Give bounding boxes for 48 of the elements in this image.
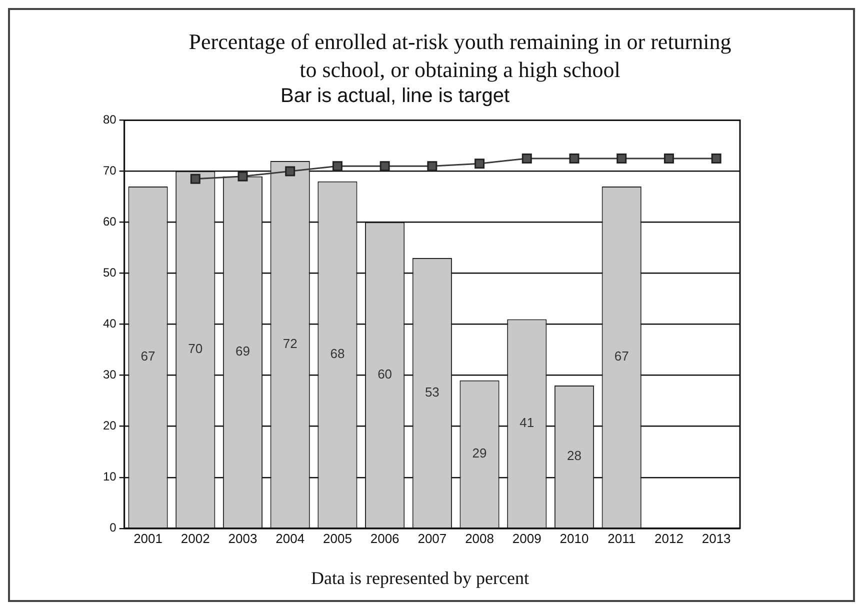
x-tick-label: 2011	[608, 530, 636, 546]
data-label: 69	[236, 344, 250, 359]
data-label: 70	[188, 341, 203, 356]
y-tick-label: 0	[110, 520, 117, 535]
y-tick-label: 80	[102, 112, 117, 127]
data-label: 28	[567, 448, 582, 464]
x-tick-label: 2010	[560, 530, 589, 546]
point	[332, 161, 342, 172]
y-tick-label: 60	[102, 214, 117, 229]
x-tick-label: 2002	[180, 530, 210, 546]
point	[238, 171, 248, 182]
data-label: 41	[520, 415, 534, 430]
point	[711, 153, 722, 164]
y-tick-label: 40	[102, 316, 117, 331]
x-tick-label: 2013	[702, 530, 731, 546]
text: Data is represented by percent	[310, 568, 530, 589]
x-tick-label: 2006	[370, 530, 400, 546]
point	[190, 174, 200, 184]
point	[380, 161, 390, 172]
y-tick-label: 10	[102, 470, 117, 484]
x-tick-label: 2004	[276, 530, 305, 546]
y-tick-label: 70	[102, 164, 117, 178]
data-label: 60	[378, 366, 392, 382]
data-label: 67	[614, 348, 629, 364]
data-label: 53	[424, 384, 440, 400]
point	[285, 166, 296, 176]
x-tick-label: 2001	[134, 530, 162, 546]
x-tick-label: 2007	[418, 530, 447, 546]
x-tick-label: 2012	[654, 530, 684, 546]
data-label: 72	[282, 336, 298, 351]
data-label: 29	[472, 446, 487, 461]
chart-title: Percentage of enrolled at-risk youth remaining in or returning to school, or obtaining a high school	[188, 28, 732, 84]
data-label: 67	[140, 348, 156, 364]
point	[474, 158, 485, 169]
point	[664, 153, 674, 164]
chart-subtitle: Bar is actual, line is target	[280, 85, 510, 108]
y-tick-label: 30	[102, 368, 117, 382]
data-label: 68	[330, 346, 345, 362]
point	[616, 153, 627, 164]
x-tick-label: 2003	[228, 530, 258, 546]
x-tick-label: 2008	[465, 530, 494, 546]
x-tick-label: 2005	[322, 530, 352, 546]
y-tick-label: 20	[102, 418, 117, 433]
y-tick-label: 50	[102, 266, 117, 280]
point	[427, 161, 438, 172]
point	[569, 153, 580, 164]
point	[522, 153, 532, 164]
x-tick-label: 2009	[512, 530, 542, 546]
